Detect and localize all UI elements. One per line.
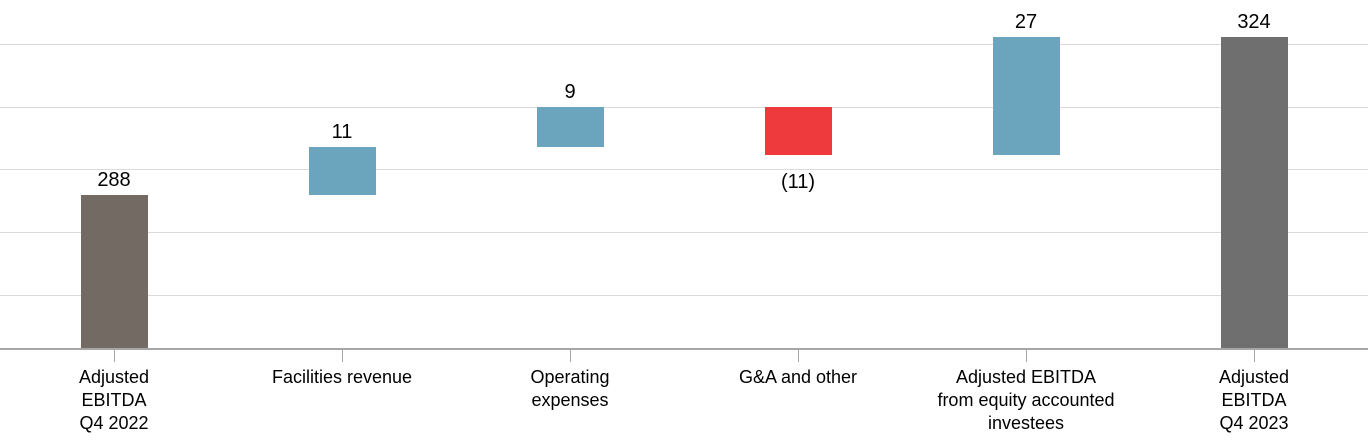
x-category-label-line: Adjusted EBITDA [955, 367, 1097, 387]
x-category-label: Facilities revenue [222, 366, 462, 389]
gridline [0, 232, 1368, 233]
x-axis-tick [342, 350, 343, 362]
x-category-label: Adjusted EBITDA Q4 2022 [0, 366, 234, 435]
x-category-label-line: EBITDA [1221, 390, 1287, 410]
bar-total-5 [1220, 37, 1288, 348]
x-category-label-line: expenses [531, 390, 609, 410]
x-category-label-line: Facilities revenue [271, 367, 413, 387]
gridline [0, 169, 1368, 170]
x-category-label-line: Operating [530, 367, 610, 387]
x-axis-tick [1254, 350, 1255, 362]
bar-increase-4 [992, 37, 1060, 156]
x-category-label-line: Q4 2022 [79, 413, 149, 433]
x-category-label-line: investees [987, 413, 1065, 433]
bar-value-label: 11 [331, 120, 353, 143]
x-axis-labels: Adjusted EBITDA Q4 2022 Facilities revenue O… [0, 366, 1368, 440]
x-axis-tick [570, 350, 571, 362]
x-category-label: G&A and other [678, 366, 918, 389]
x-category-label-line: Adjusted [1218, 367, 1290, 387]
bar-increase-1 [308, 146, 376, 195]
bar-value-label: 9 [564, 81, 576, 104]
gridline [0, 107, 1368, 108]
gridline [0, 44, 1368, 45]
x-category-label-line: from equity accounted [937, 390, 1115, 410]
bar-value-label: 288 [97, 168, 131, 191]
bar-increase-2 [536, 107, 604, 147]
bar-value-label: (11) [780, 171, 816, 194]
gridline [0, 295, 1368, 296]
x-axis-tick [798, 350, 799, 362]
x-category-label-line: EBITDA [81, 390, 147, 410]
x-axis-tick [1026, 350, 1027, 362]
x-category-label: Adjusted EBITDA Q4 2023 [1134, 366, 1368, 435]
x-axis-line [0, 348, 1368, 350]
x-category-label: Adjusted EBITDA from equity accounted inve… [906, 366, 1146, 435]
plot-area: 288 11 9 (11) 27 324 [0, 11, 1368, 362]
bar-value-label: 324 [1237, 11, 1271, 34]
bar-value-label: 27 [1014, 11, 1038, 34]
x-category-label-line: G&A and other [738, 367, 858, 387]
bar-decrease-3 [764, 107, 832, 156]
bar-total-0 [80, 194, 148, 348]
x-category-label-line: Adjusted [78, 367, 150, 387]
x-category-label: Operating expenses [450, 366, 690, 412]
x-axis-tick [114, 350, 115, 362]
x-category-label-line: Q4 2023 [1219, 413, 1289, 433]
